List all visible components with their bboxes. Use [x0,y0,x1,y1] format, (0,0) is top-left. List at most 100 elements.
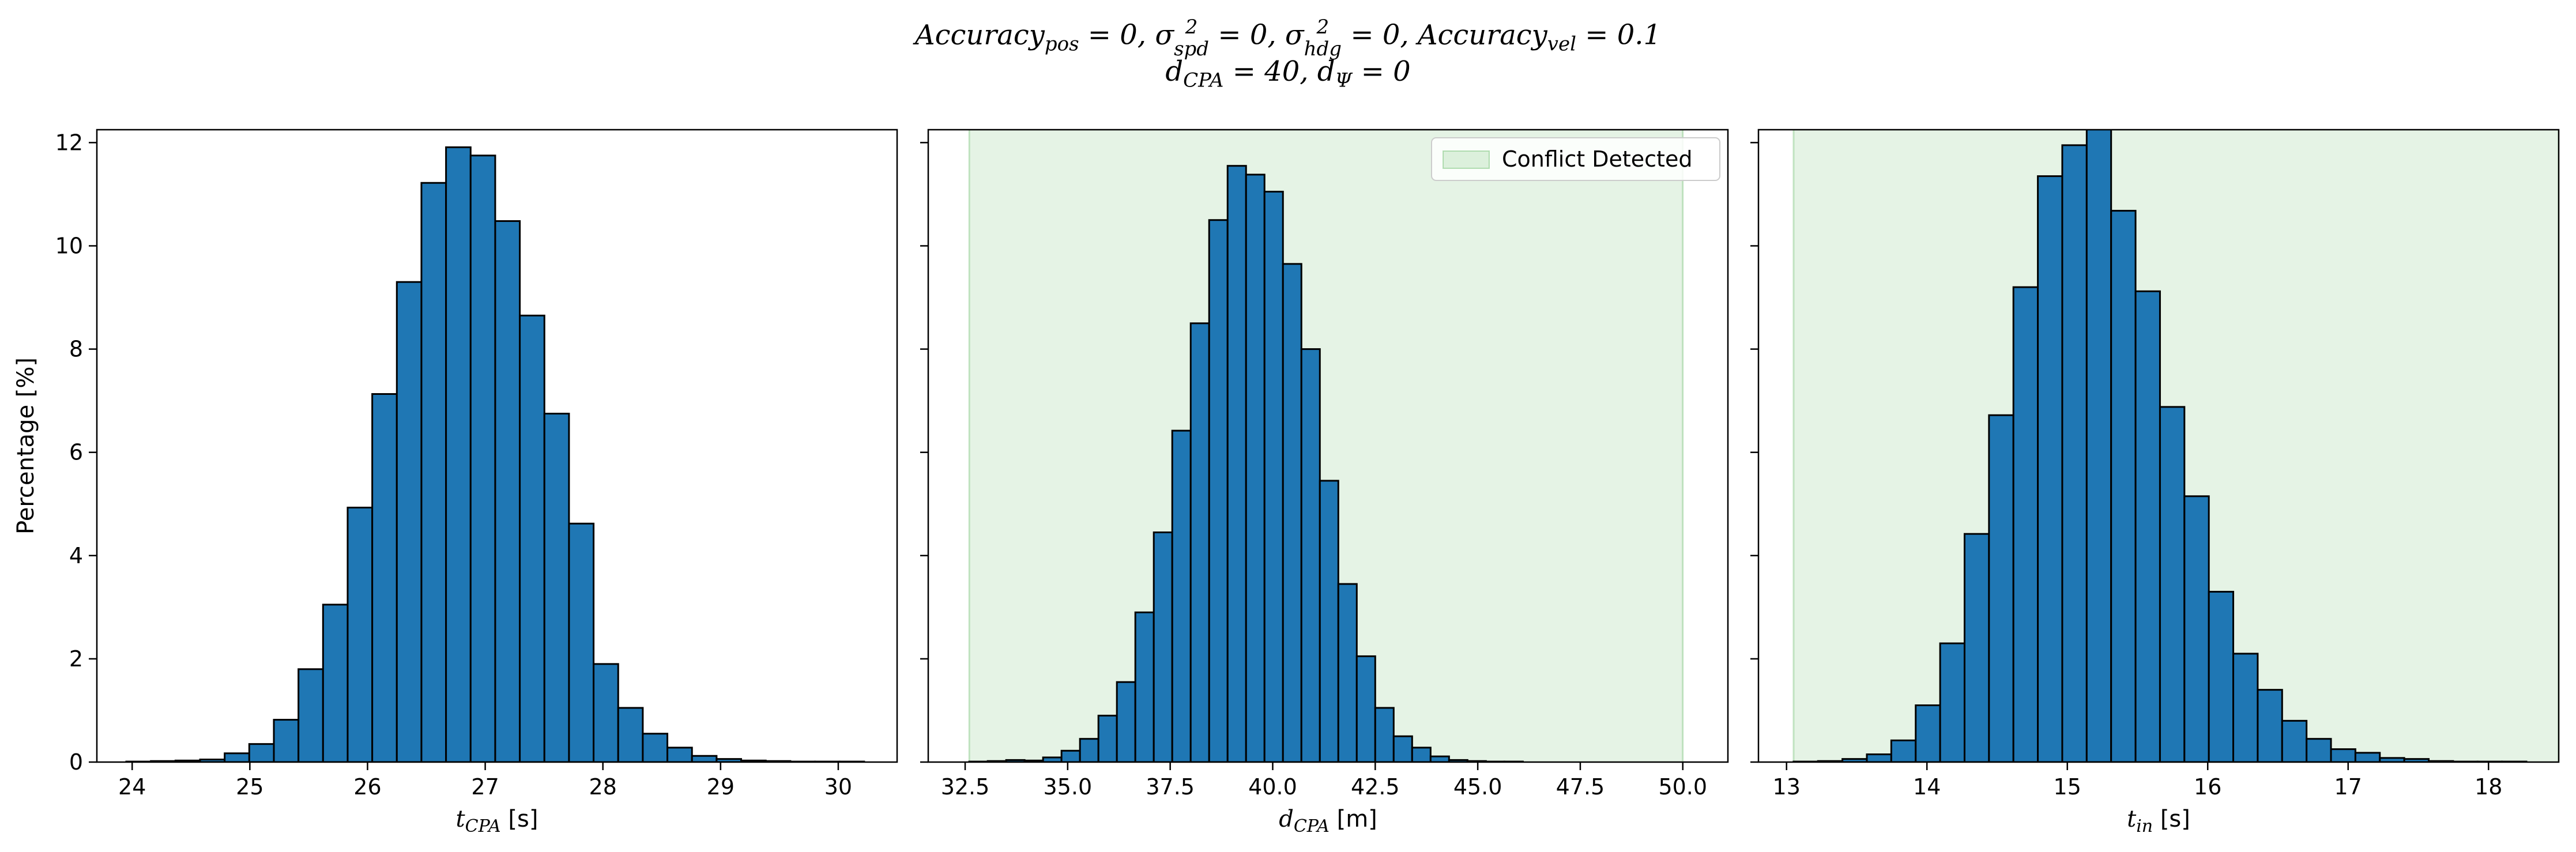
x-tick-label: 47.5 [1556,774,1605,800]
y-tick-label: 6 [69,440,83,465]
histogram-bar [1915,704,1941,762]
histogram-bar [347,507,374,762]
y-tick-label: 8 [69,337,83,362]
figure-title-line-2: dCPA = 40, dΨ = 0 [1165,55,1411,92]
histogram-bar [1319,480,1339,762]
histogram-bar [691,755,718,762]
histogram-bar [1939,642,1965,762]
histogram-bar [1988,414,2014,762]
y-tick-label: 12 [55,130,83,155]
histogram-bar [2257,689,2283,762]
panel-3: 13 14 15 16 17 18 tin [s] [1750,129,2560,836]
histogram-bar [445,146,472,762]
histogram-bar [1208,219,1229,762]
x-tick-label: 15 [2054,774,2081,800]
histogram-bar [1411,747,1432,762]
x-tick-label: 14 [1913,774,1941,800]
histogram-bar [666,747,693,762]
x-tick-label: 40.0 [1248,774,1297,800]
y-tick-label: 2 [69,646,83,672]
histogram-bar [396,281,423,762]
histogram-bar [2061,144,2088,762]
histogram-bar [1282,263,1302,762]
x-tick-label: 26 [353,774,381,800]
histogram-bar [1171,429,1192,762]
histogram-bar [1866,753,1892,762]
histogram-bar [2306,738,2332,762]
histogram-bar [1355,655,1376,762]
histogram-bar [494,220,521,762]
histogram-bar [1245,174,1266,762]
histogram-bar [297,668,324,762]
histogram-bar [1263,190,1284,762]
plot-area-3 [1792,130,2559,762]
x-tick-label: 45.0 [1453,774,1502,800]
axes-frame [927,129,1729,763]
histogram-bar [2012,286,2039,762]
histogram-bar [2037,175,2063,762]
plot-area-2 [968,130,1684,762]
x-tick-label: 13 [1773,774,1801,800]
x-tick-label: 32.5 [941,774,990,800]
x-axis-label: dCPA [m] [1279,806,1377,836]
histogram-bar [1060,749,1081,762]
histogram-bar [1189,322,1210,762]
histogram-bar [543,413,570,762]
histogram-bar [2134,290,2161,762]
histogram-bar [371,393,398,762]
x-tick-label: 37.5 [1146,774,1195,800]
legend-box [1431,137,1720,181]
histogram-bar [322,604,349,762]
histogram-bar [568,522,595,762]
histogram-bar [2085,130,2112,762]
histogram-bar [1300,348,1321,762]
x-tick-label: 18 [2475,774,2502,800]
histogram-bar [420,182,447,762]
legend: Conflict Detected [1431,137,1720,181]
histogram-bar [593,663,619,762]
histogram-bar [2232,653,2259,762]
x-tick-label: 50.0 [1658,774,1707,800]
histogram-bar [1226,165,1247,762]
histogram-bar [1890,739,1917,762]
histogram-bar [1429,755,1450,762]
histogram-bar [469,154,496,762]
histogram-bar [617,707,644,762]
histogram-bar [2159,406,2186,762]
x-tick-label: 25 [236,774,263,800]
histogram-bar [2354,752,2381,762]
histogram-bar [2330,748,2356,762]
histogram-bar [1134,611,1155,762]
x-tick-label: 29 [707,774,735,800]
histogram-bar [1079,738,1099,762]
histogram-bar [1097,714,1118,762]
histogram-bar [1392,735,1413,762]
histogram-bar [2183,495,2210,762]
legend-swatch [1443,150,1490,169]
y-tick-label: 0 [69,749,83,775]
x-tick-label: 30 [824,774,852,800]
panel-2: 32.5 35.0 37.5 40.0 42.5 45.0 47.5 50.0 dCPA [m]… [920,129,1729,836]
plot-area-1 [125,146,865,762]
y-axis-label: Percentage [%] [13,357,39,534]
histogram-bar [2208,590,2235,762]
x-tick-label: 27 [471,774,499,800]
x-tick-label: 17 [2334,774,2362,800]
legend-label: Conflict Detected [1502,146,1692,172]
histogram-bar [1116,681,1136,762]
x-tick-label: 24 [118,774,146,800]
axes-frame [1757,129,2560,763]
x-tick-label: 28 [589,774,617,800]
histogram-bar [642,733,669,762]
histogram-bar [519,314,545,762]
y-tick-label: 4 [69,543,83,568]
histogram-bar [273,719,300,762]
x-tick-label: 42.5 [1351,774,1400,800]
figure-title-line-1: Accuracypos = 0, σ 2 spd = 0, σ 2 hdg = 0, A… [914,16,1662,61]
axes-frame [96,129,898,763]
histogram-bar [1153,531,1173,762]
x-axis-label: tin [s] [2127,806,2190,836]
histogram-bar [248,743,275,762]
